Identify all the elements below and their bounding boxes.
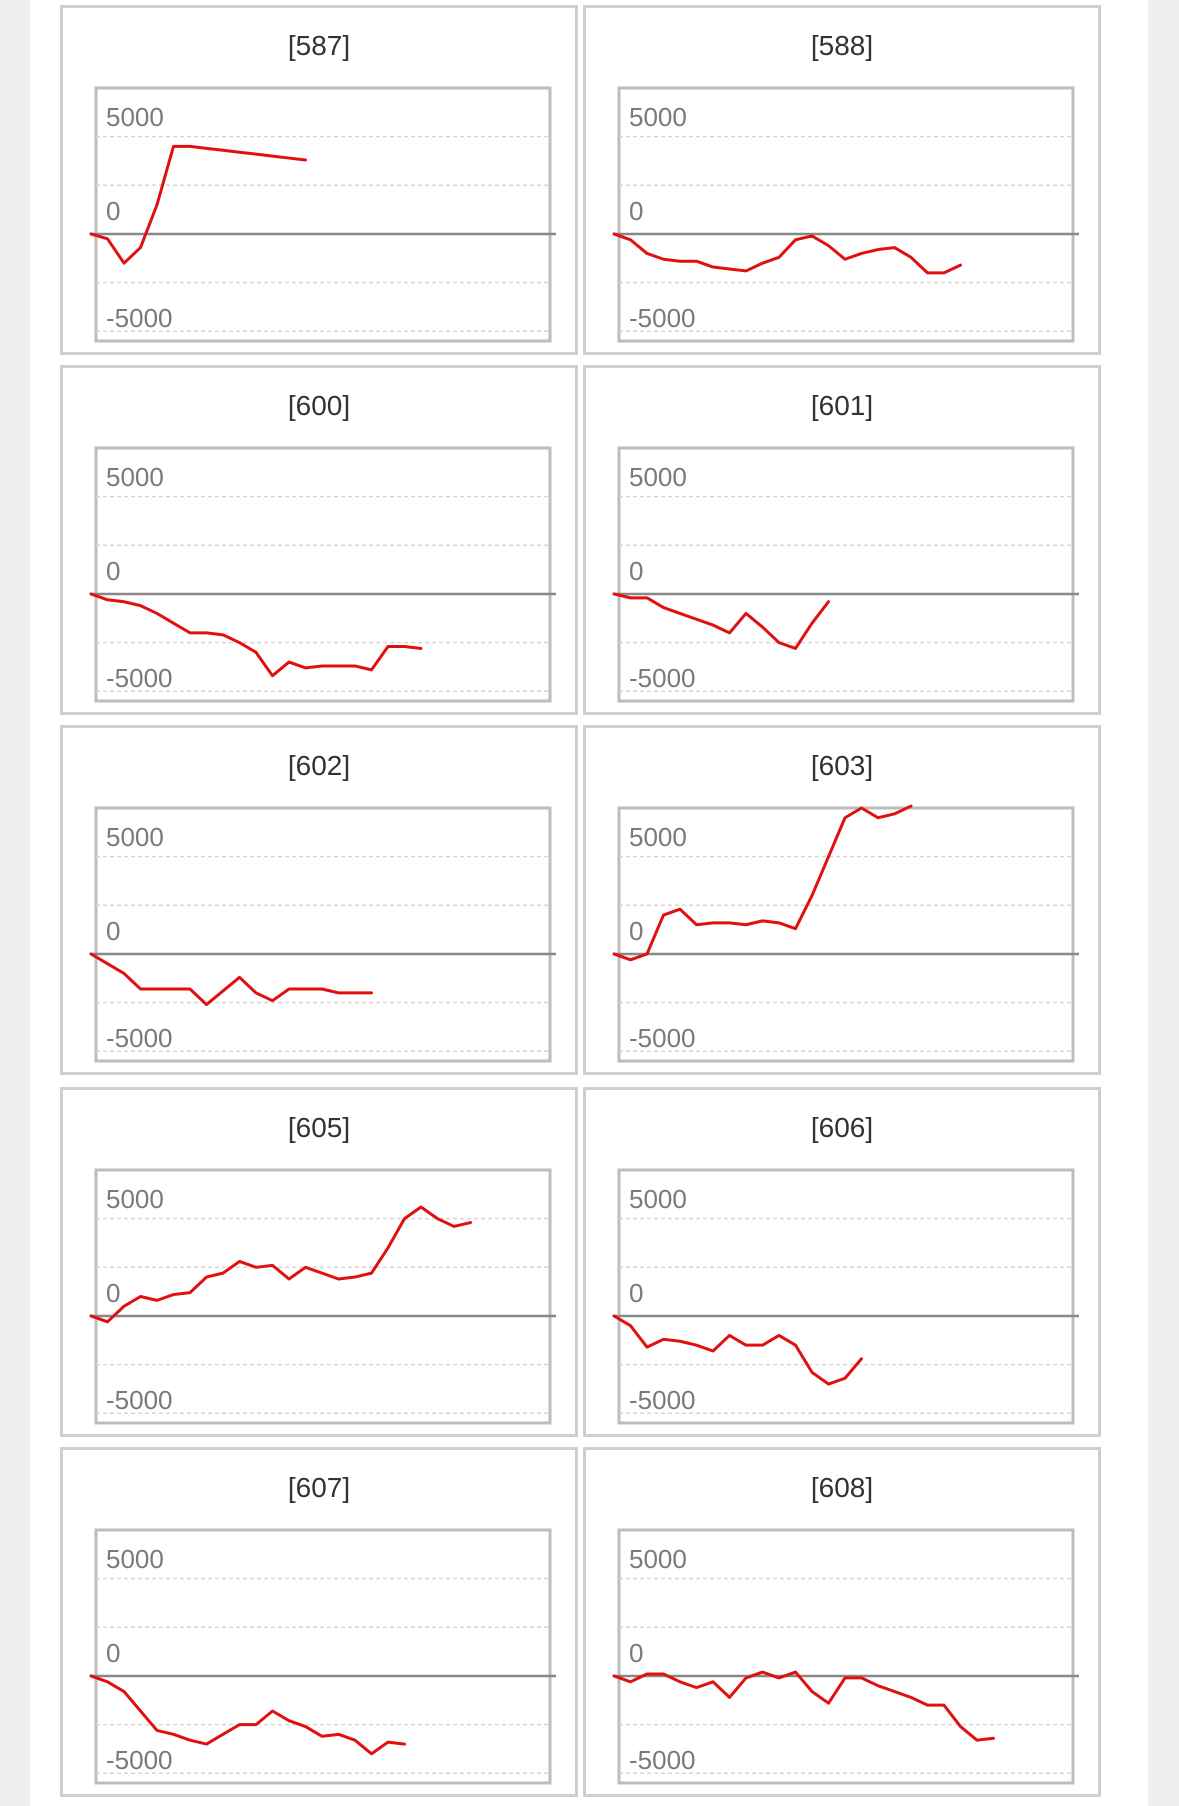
- chart-title: [601]: [810, 390, 874, 421]
- plot-frame: [94, 1528, 552, 1785]
- y-tick-label: 0: [629, 196, 643, 226]
- y-tick-label: 0: [106, 196, 120, 226]
- chart-panel: [600] 5000 0 -5000: [60, 365, 578, 715]
- chart-title: [605]: [287, 1112, 351, 1143]
- plot-frame: [617, 806, 1075, 1063]
- chart-plot: 5000 0 -5000: [612, 446, 1079, 703]
- y-tick-label: 5000: [629, 462, 687, 492]
- chart-title: [607]: [287, 1472, 351, 1503]
- chart-title: [606]: [810, 1112, 874, 1143]
- y-tick-label: 0: [629, 556, 643, 586]
- chart-plot: 5000 0 -5000: [89, 1168, 556, 1425]
- plot-frame: [94, 86, 552, 343]
- series-line: [612, 1314, 863, 1386]
- y-tick-label: 5000: [106, 1184, 164, 1214]
- chart-plot: 5000 0 -5000: [89, 86, 556, 343]
- y-tick-label: 5000: [629, 102, 687, 132]
- chart-plot: 5000 0 -5000: [612, 86, 1079, 343]
- chart-plot: 5000 0 -5000: [89, 446, 556, 703]
- y-tick-label: 5000: [106, 822, 164, 852]
- y-tick-label: -5000: [629, 303, 696, 333]
- plot-frame: [617, 446, 1075, 703]
- plot-frame: [617, 86, 1075, 343]
- series-line: [89, 1674, 406, 1756]
- plot-frame: [617, 1168, 1075, 1425]
- chart-title: [603]: [810, 750, 874, 781]
- y-tick-label: 5000: [629, 1184, 687, 1214]
- y-tick-label: 5000: [106, 102, 164, 132]
- y-tick-label: -5000: [106, 303, 173, 333]
- chart-panel: [606] 5000 0 -5000: [583, 1087, 1101, 1437]
- chart-plot: 5000 0 -5000: [612, 1528, 1079, 1785]
- chart-panel: [608] 5000 0 -5000: [583, 1447, 1101, 1797]
- y-tick-label: 5000: [629, 1544, 687, 1574]
- y-tick-label: 0: [106, 916, 120, 946]
- chart-title: [587]: [287, 30, 351, 61]
- y-tick-label: -5000: [629, 663, 696, 693]
- series-line: [89, 1205, 472, 1324]
- y-tick-label: -5000: [629, 1023, 696, 1053]
- plot-frame: [94, 806, 552, 1063]
- chart-plot: 5000 0 -5000: [612, 1168, 1079, 1425]
- y-tick-label: 0: [106, 1278, 120, 1308]
- series-line: [89, 592, 423, 678]
- chart-title: [588]: [810, 30, 874, 61]
- chart-plot: 5000 0 -5000: [612, 804, 1079, 1063]
- series-line: [612, 804, 913, 962]
- chart-panel: [605] 5000 0 -5000: [60, 1087, 578, 1437]
- chart-panel: [601] 5000 0 -5000: [583, 365, 1101, 715]
- chart-plot: 5000 0 -5000: [89, 806, 556, 1063]
- chart-plot: 5000 0 -5000: [89, 1528, 556, 1785]
- y-tick-label: 5000: [629, 822, 687, 852]
- series-line: [612, 232, 962, 275]
- plot-frame: [617, 1528, 1075, 1785]
- y-tick-label: -5000: [106, 1023, 173, 1053]
- y-tick-label: 5000: [106, 1544, 164, 1574]
- y-tick-label: -5000: [629, 1385, 696, 1415]
- y-tick-label: -5000: [106, 1745, 173, 1775]
- y-tick-label: 0: [629, 1278, 643, 1308]
- y-tick-label: -5000: [106, 1385, 173, 1415]
- chart-title: [602]: [287, 750, 351, 781]
- plot-frame: [94, 446, 552, 703]
- chart-panel: [603] 5000 0 -5000: [583, 725, 1101, 1075]
- y-tick-label: 0: [106, 1638, 120, 1668]
- chart-panel: [607] 5000 0 -5000: [60, 1447, 578, 1797]
- series-line: [612, 592, 830, 650]
- series-line: [89, 144, 307, 265]
- chart-title: [600]: [287, 390, 351, 421]
- series-line: [89, 952, 373, 1007]
- y-tick-label: 0: [629, 916, 643, 946]
- series-line: [612, 1670, 995, 1742]
- y-tick-label: -5000: [629, 1745, 696, 1775]
- y-tick-label: 0: [106, 556, 120, 586]
- chart-title: [608]: [810, 1472, 874, 1503]
- y-tick-label: 5000: [106, 462, 164, 492]
- chart-panel: [602] 5000 0 -5000: [60, 725, 578, 1075]
- y-tick-label: 0: [629, 1638, 643, 1668]
- chart-panel: [588] 5000 0 -5000: [583, 5, 1101, 355]
- chart-panel: [587] 5000 0 -5000: [60, 5, 578, 355]
- y-tick-label: -5000: [106, 663, 173, 693]
